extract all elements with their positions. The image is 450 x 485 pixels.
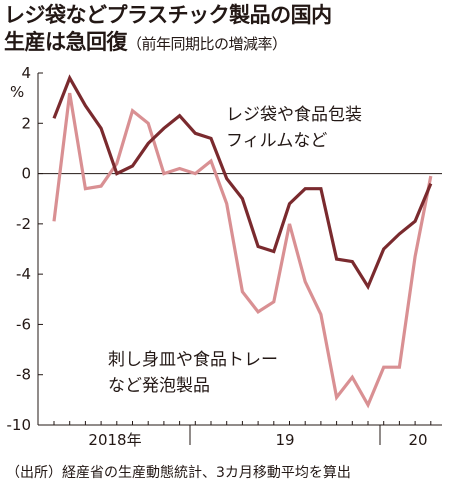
title-subtitle: （前年同期比の増減率） [127,35,287,53]
source-note: （出所）経産省の生産動態統計、3カ月移動平均を算出 [6,465,351,481]
title-line-2: 生産は急回復（前年同期比の増減率） [4,29,332,58]
series-label-foam-line1: 刺し身皿や食品トレー [108,350,278,370]
series-label-foam-line2: など発泡製品 [108,376,210,396]
series-line-foam [52,92,433,409]
chart-title: レジ袋などプラスチック製品の国内 生産は急回復（前年同期比の増減率） [4,2,332,58]
series-line-film [52,74,433,291]
y-tick-label: -6 [16,315,31,333]
x-label-2019: 19 [275,431,294,449]
y-unit-label: % [10,83,24,101]
y-tick-label: -8 [16,366,31,384]
chart-axes: 420-2-4-6-8-10%2018年 19 20 [7,64,442,449]
y-tick-label: -2 [16,215,31,233]
y-tick-label: 4 [21,64,31,82]
x-label-2020: 20 [408,431,427,449]
y-tick-label: -4 [16,265,31,283]
chart-series-group [52,74,433,409]
y-tick-label: 2 [21,114,31,132]
title-line-1: レジ袋などプラスチック製品の国内 [4,3,332,27]
title-line-2-main: 生産は急回復 [4,30,128,54]
x-label-2018: 2018年 [88,431,141,449]
series-label-film-line1: レジ袋や食品包装 [226,105,362,125]
series-label-film-line2: フィルムなど [226,131,327,151]
y-tick-label: -10 [7,416,32,434]
y-tick-label: 0 [21,165,31,183]
